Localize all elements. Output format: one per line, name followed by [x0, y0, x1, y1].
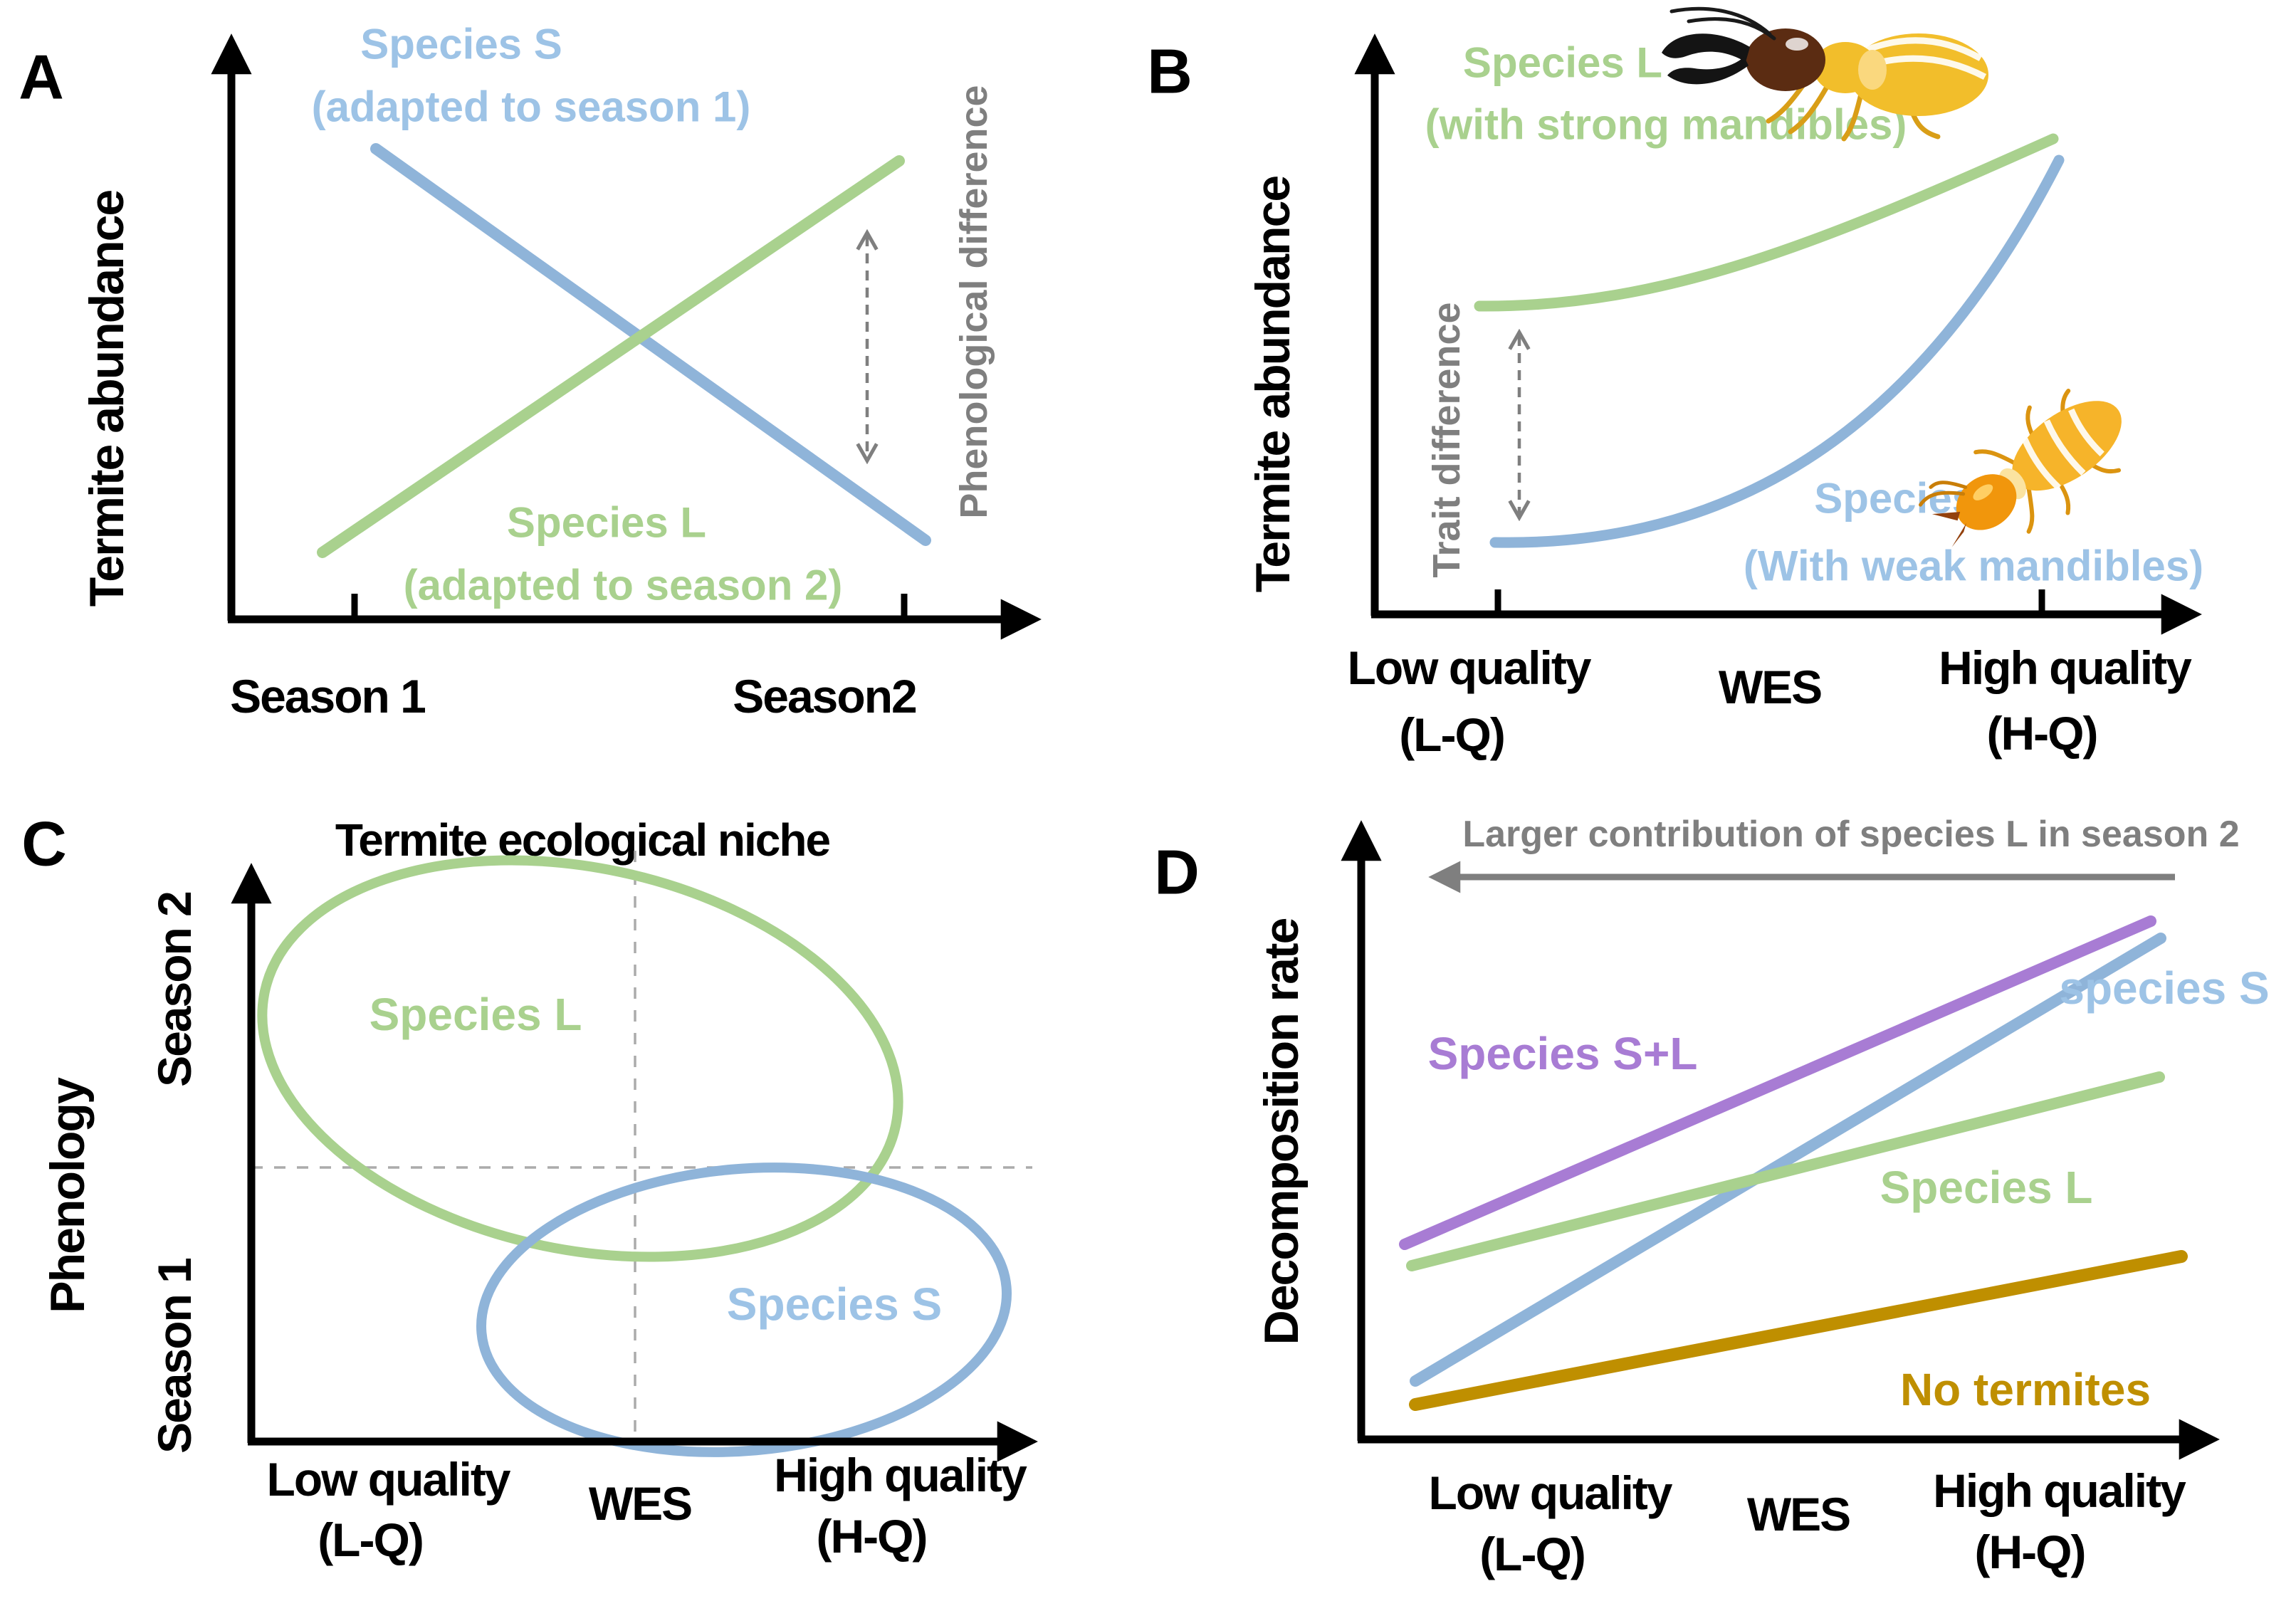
panel-b-y-axis-label: Termite abundance — [1246, 177, 1300, 593]
panel-b-species-s-curve — [1489, 154, 2065, 548]
panel-b-x-label-low-sub: (L-Q) — [1399, 708, 1504, 761]
panel-c-x-label-high: High quality — [774, 1449, 1027, 1501]
soldier-termite-head — [1746, 28, 1825, 91]
panel-c-x-label-low: Low quality — [267, 1453, 511, 1506]
soldier-termite-antenna — [1669, 6, 1772, 36]
panel-d-x-label-wes: WES — [1747, 1488, 1850, 1540]
soldier-termite-antenna — [1687, 17, 1776, 41]
panel-c-title: Termite ecological niche — [335, 814, 830, 866]
panel-a-species-s-label: Species S — [360, 21, 562, 68]
soldier-termite-leg — [1788, 79, 1833, 135]
panel-b-x-label-low: Low quality — [1348, 641, 1592, 694]
worker-termite-head-highlight — [1973, 484, 1993, 500]
soldier-termite-head-highlight — [1786, 38, 1808, 51]
worker-termite-segment — [2043, 419, 2086, 476]
soldier-termite-icon — [1662, 6, 1988, 142]
panel-b-annotation-label: Trait difference — [1425, 302, 1468, 577]
panel-c-tag: C — [21, 809, 67, 879]
panel-d-species-l-label: Species L — [1880, 1162, 2093, 1213]
soldier-termite-thorax-segment — [1858, 50, 1887, 90]
panel-c-species-s-label: Species S — [727, 1279, 942, 1330]
panel-d-x-label-low: Low quality — [1429, 1466, 1673, 1519]
soldier-termite-leg — [1841, 88, 1865, 142]
panel-d-species-s-line — [1410, 933, 2166, 1387]
panel-b-species-l-label: Species L — [1463, 39, 1662, 87]
soldier-termite-mandible-upper — [1662, 33, 1750, 62]
worker-termite-antenna — [1929, 481, 1968, 489]
panel-a-y-axis-label: Termite abundance — [80, 191, 134, 607]
panel-b-x-label-high-sub: (H-Q) — [1987, 707, 2097, 760]
worker-termite-antenna — [1919, 490, 1966, 507]
panel-b-species-l-curve — [1474, 133, 2059, 312]
worker-termite-icon — [1919, 389, 2122, 547]
worker-termite-head — [1956, 474, 2017, 530]
panel-c-x-label-low-sub: (L-Q) — [318, 1513, 423, 1566]
panel-a-species-s-line — [370, 143, 931, 546]
panel-d-species-l-line — [1406, 1071, 2165, 1271]
panel-c-x-label-high-sub: (H-Q) — [817, 1510, 927, 1563]
panel-d-species-s-label: species S — [2059, 962, 2269, 1014]
panel-d-species-s-plus-l-line — [1399, 915, 2156, 1250]
panel-a-x-tick-label-season1: Season 1 — [230, 670, 425, 723]
panel-d-tag: D — [1154, 837, 1200, 908]
soldier-termite-abdomen — [1849, 33, 1988, 116]
panel-b: B Termite abundance Species L (with stro… — [1147, 6, 2203, 761]
panel-a-x-tick-label-season2: Season2 — [733, 670, 916, 723]
panel-a-annotation-label: Phenological difference — [953, 85, 995, 518]
panel-a-species-l-line — [317, 155, 905, 558]
panel-a-species-l-sublabel: (adapted to season 2) — [404, 562, 843, 609]
panel-c-species-s-ellipse — [476, 1162, 1012, 1457]
panel-a-species-s-sublabel: (adapted to season 1) — [312, 83, 751, 131]
panel-b-species-l-sublabel: (with strong mandibles) — [1425, 101, 1907, 149]
panel-d-x-label-low-sub: (L-Q) — [1479, 1528, 1585, 1580]
worker-termite-segment — [2068, 408, 2104, 457]
worker-termite-leg — [2026, 485, 2035, 534]
panel-c: C Termite ecological niche Phenology Sea… — [21, 809, 1038, 1566]
soldier-termite-mandible-lower — [1667, 57, 1749, 85]
panel-d-no-termites-line — [1409, 1250, 2188, 1411]
panel-c-y-axis-label: Phenology — [41, 1077, 95, 1313]
panel-d-x-label-high-sub: (H-Q) — [1975, 1526, 2085, 1578]
worker-termite-segment — [2021, 437, 2062, 490]
worker-termite-leg — [1973, 449, 2018, 466]
panel-c-y-tick-season2: Season 2 — [148, 892, 201, 1087]
panel-b-tag: B — [1147, 36, 1192, 107]
panel-d-x-label-high: High quality — [1933, 1464, 2186, 1517]
panel-b-species-s-sublabel: (With weak mandibles) — [1744, 542, 2203, 590]
panel-c-x-label-wes: WES — [589, 1477, 691, 1530]
panel-a-tag: A — [19, 42, 64, 112]
panel-d-species-s-plus-l-label: Species S+L — [1428, 1028, 1698, 1079]
panel-c-y-tick-season1: Season 1 — [148, 1259, 201, 1454]
panel-d-y-axis-label: Decomposition rate — [1254, 918, 1309, 1345]
panel-d-annotation-label: Larger contribution of species L in seas… — [1462, 814, 2239, 855]
soldier-termite-segment — [1858, 37, 1983, 61]
panel-a-species-l-label: Species L — [507, 499, 706, 547]
panel-c-species-l-ellipse — [257, 855, 903, 1262]
panel-c-species-l-label: Species L — [369, 989, 582, 1040]
panel-b-x-label-wes: WES — [1719, 661, 1821, 713]
panel-b-x-label-high: High quality — [1939, 641, 2192, 694]
panel-d: D Decomposition rate Larger contribution… — [1154, 814, 2269, 1580]
worker-termite-mandible — [1931, 511, 1961, 521]
panel-d-no-termites-label: No termites — [1900, 1364, 2151, 1415]
panel-a: A Termite abundance Season 1 Season2 Spe… — [19, 21, 1042, 723]
